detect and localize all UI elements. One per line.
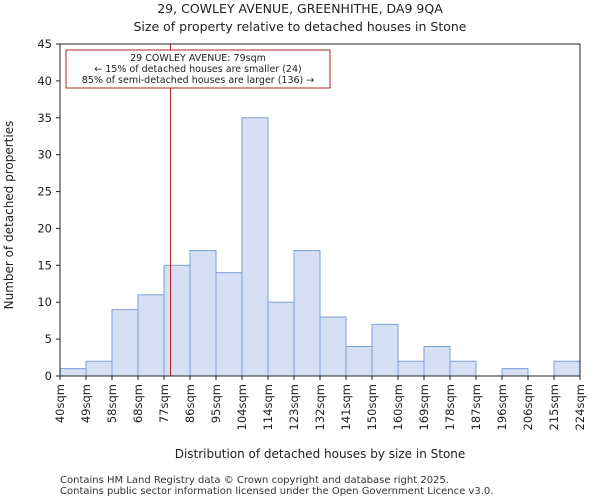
annotation-line-1: 29 COWLEY AVENUE: 79sqm [130,53,266,64]
y-tick-label-45: 45 [37,37,52,51]
x-tick-label-187sqm: 187sqm [469,384,483,430]
x-tick-label-68sqm: 68sqm [131,384,145,423]
y-tick-label-15: 15 [37,258,52,272]
x-axis-ticks: 40sqm 49sqm 58sqm 68sqm 77sqm 86sqm 95sqm 104sq… [53,376,587,430]
y-tick-label-0: 0 [45,369,52,383]
x-tick-label-132sqm: 132sqm [313,384,327,430]
x-tick-label-141sqm: 141sqm [339,384,353,430]
x-tick-label-114sqm: 114sqm [261,384,275,430]
y-tick-label-10: 10 [37,295,52,309]
x-tick-label-206sqm: 206sqm [521,384,535,430]
x-tick-label-95sqm: 95sqm [209,384,223,423]
annotation-line-2: ← 15% of detached houses are smaller (24… [94,64,301,75]
bar-77sqm [163,264,191,377]
bar-150sqm [371,323,399,377]
x-tick-label-196sqm: 196sqm [495,384,509,430]
bar-68sqm [137,294,165,377]
x-tick-label-123sqm: 123sqm [287,384,301,430]
footer-line-1: Contains HM Land Registry data © Crown c… [60,475,449,486]
bars-group [59,117,581,377]
x-tick-label-215sqm: 215sqm [547,384,561,430]
bar-169sqm [423,345,451,377]
bar-114sqm [267,301,295,377]
y-axis-ticks: 0 5 10 15 20 25 30 35 40 45 [37,37,60,383]
annotation-frame [65,49,331,89]
x-tick-label-224sqm: 224sqm [573,384,587,430]
annotation-box: 29 COWLEY AVENUE: 79sqm ← 15% of detache… [65,49,331,89]
y-tick-label-25: 25 [37,185,52,199]
x-tick-label-77sqm: 77sqm [157,384,171,423]
y-axis-label: Number of detached properties [2,121,16,310]
bar-123sqm [293,250,321,377]
bar-95sqm [215,272,243,377]
chart-subtitle: Size of property relative to detached ho… [133,19,466,34]
x-tick-label-169sqm: 169sqm [417,384,431,430]
y-tick-label-40: 40 [37,74,52,88]
x-tick-label-160sqm: 160sqm [391,384,405,430]
y-tick-label-30: 30 [37,148,52,162]
bar-40sqm [59,368,87,377]
y-tick-label-20: 20 [37,221,52,235]
footer-line-2: Contains public sector information licen… [60,486,493,497]
bar-178sqm [449,360,477,377]
x-tick-label-58sqm: 58sqm [105,384,119,423]
bar-49sqm [85,360,113,377]
x-tick-label-86sqm: 86sqm [183,384,197,423]
bar-215sqm [553,360,581,377]
annotation-line-3: 85% of semi-detached houses are larger (… [82,75,315,86]
bar-196sqm [501,368,529,377]
y-tick-label-5: 5 [45,332,52,346]
x-tick-label-178sqm: 178sqm [443,384,457,430]
x-tick-label-49sqm: 49sqm [79,384,93,423]
y-tick-label-35: 35 [37,111,52,125]
bar-160sqm [397,360,425,377]
bar-132sqm [319,316,347,377]
bar-86sqm [189,250,217,377]
x-axis-label: Distribution of detached houses by size … [175,447,466,461]
bar-141sqm [345,345,373,377]
chart-title: 29, COWLEY AVENUE, GREENHITHE, DA9 9QA [157,1,443,16]
x-tick-label-40sqm: 40sqm [53,384,67,423]
bar-58sqm [111,309,139,377]
x-tick-label-104sqm: 104sqm [235,384,249,430]
bar-104sqm [241,117,269,377]
x-tick-label-150sqm: 150sqm [365,384,379,430]
